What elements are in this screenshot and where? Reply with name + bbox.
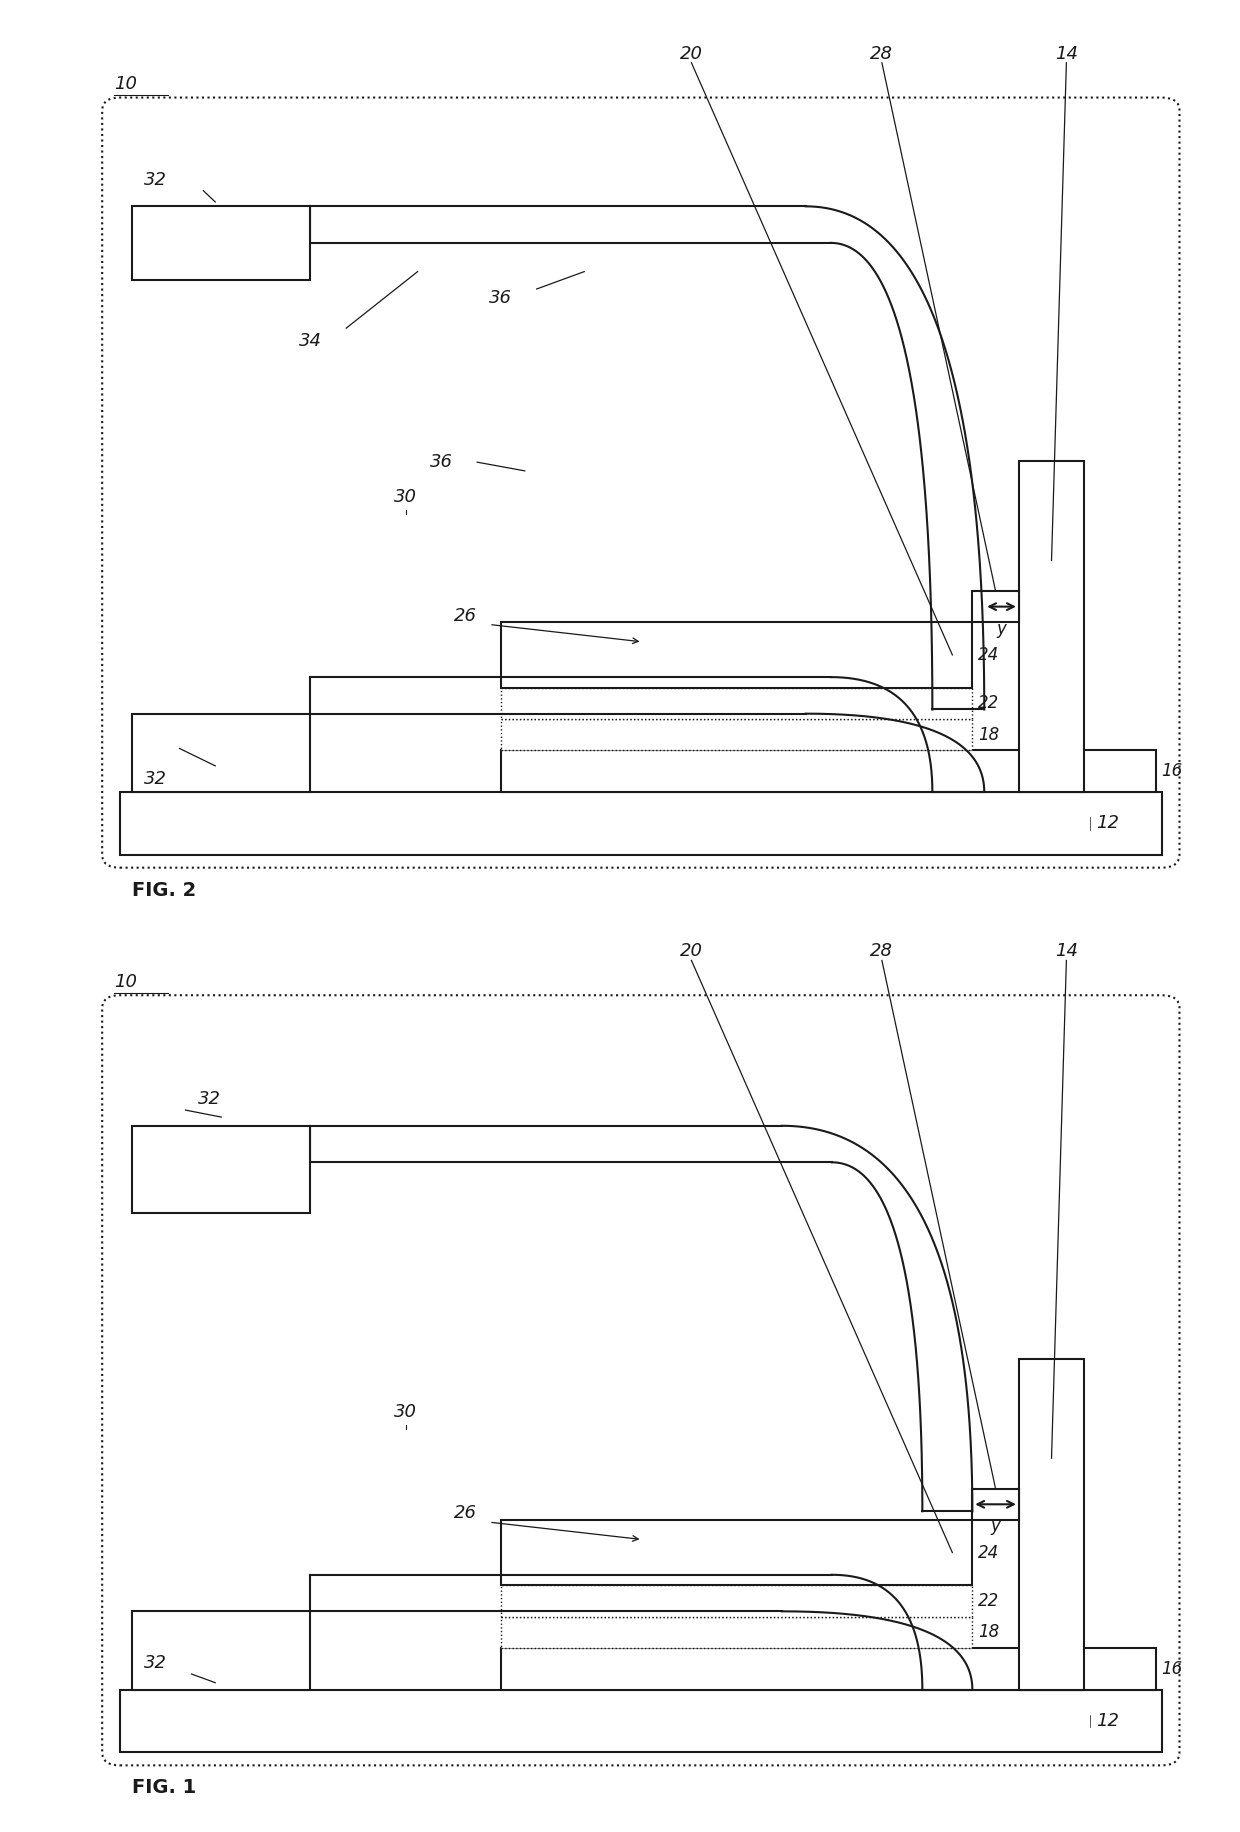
Text: 32: 32 (144, 1654, 167, 1673)
Bar (131, 207, 310, 280)
Text: 12: 12 (1096, 1711, 1120, 1729)
Bar (501, 1616, 972, 1649)
Bar (131, 1612, 310, 1689)
Bar (120, 1689, 1162, 1751)
Text: 32: 32 (144, 769, 167, 788)
FancyBboxPatch shape (102, 97, 1179, 868)
Bar (120, 791, 1162, 854)
Text: 14: 14 (1055, 942, 1078, 960)
Text: y: y (991, 1517, 1001, 1535)
Text: 30: 30 (394, 1403, 417, 1422)
Text: 18: 18 (978, 1623, 999, 1641)
Bar (1019, 462, 1084, 791)
Text: 22: 22 (978, 1592, 999, 1610)
Text: 14: 14 (1055, 44, 1078, 62)
Bar (972, 1489, 1019, 1521)
Bar (501, 1585, 972, 1616)
Text: 24: 24 (978, 647, 999, 663)
Text: 10: 10 (114, 973, 138, 991)
Text: 26: 26 (454, 1504, 477, 1522)
Text: 18: 18 (978, 725, 999, 744)
Text: 26: 26 (454, 606, 477, 625)
Text: 32: 32 (198, 1090, 221, 1108)
Bar (1019, 1359, 1084, 1689)
Text: 22: 22 (978, 694, 999, 713)
Text: 30: 30 (394, 487, 417, 506)
Text: 16: 16 (1162, 762, 1183, 780)
Bar (131, 1125, 310, 1213)
Text: 28: 28 (870, 942, 893, 960)
Text: 10: 10 (114, 75, 138, 93)
Text: y: y (997, 619, 1007, 638)
Text: 16: 16 (1162, 1660, 1183, 1678)
Bar (501, 718, 972, 751)
Text: 28: 28 (870, 44, 893, 62)
Text: 20: 20 (680, 44, 703, 62)
Text: 12: 12 (1096, 813, 1120, 832)
Bar (501, 1649, 1156, 1689)
Text: 34: 34 (299, 332, 322, 350)
Bar (501, 1521, 972, 1585)
Text: 24: 24 (978, 1544, 999, 1561)
Text: 36: 36 (430, 453, 453, 471)
Text: FIG. 1: FIG. 1 (131, 1779, 196, 1797)
FancyBboxPatch shape (102, 995, 1179, 1766)
Text: 36: 36 (490, 289, 512, 306)
Text: FIG. 2: FIG. 2 (131, 881, 196, 900)
Bar (131, 714, 310, 791)
Bar (501, 687, 972, 718)
Text: 32: 32 (144, 170, 167, 189)
Bar (972, 592, 1019, 623)
Bar (501, 751, 1156, 791)
Text: 20: 20 (680, 942, 703, 960)
Bar (501, 623, 972, 687)
